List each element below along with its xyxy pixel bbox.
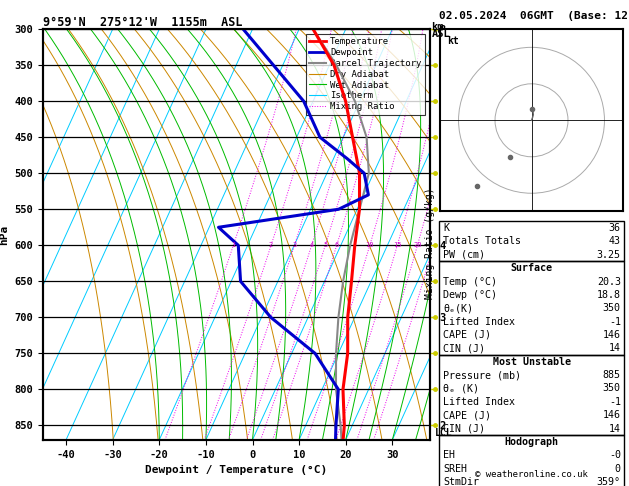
Text: km: km [431,22,444,32]
Text: K: K [443,223,450,233]
Text: SREH: SREH [443,464,467,474]
Text: θₑ(K): θₑ(K) [443,303,474,313]
Text: 14: 14 [609,343,621,353]
Text: -0: -0 [609,450,621,460]
Text: 359°: 359° [597,477,621,486]
Y-axis label: hPa: hPa [0,225,9,244]
Text: 20: 20 [413,243,421,248]
Text: Temp (°C): Temp (°C) [443,277,498,287]
Text: 9°59'N  275°12'W  1155m  ASL: 9°59'N 275°12'W 1155m ASL [43,16,242,29]
Text: 885: 885 [603,370,621,380]
Text: Most Unstable: Most Unstable [493,357,571,367]
Text: Surface: Surface [511,263,552,273]
Text: CAPE (J): CAPE (J) [443,410,491,420]
Text: 0: 0 [615,464,621,474]
Text: LCL: LCL [435,428,453,437]
Text: -1: -1 [609,397,621,407]
Text: © weatheronline.co.uk: © weatheronline.co.uk [475,469,588,479]
Text: Mixing Ratio (g/kg): Mixing Ratio (g/kg) [425,187,435,299]
Text: Totals Totals: Totals Totals [443,236,521,246]
Text: 36: 36 [609,223,621,233]
Text: 1: 1 [231,243,235,248]
Text: CIN (J): CIN (J) [443,423,486,434]
Text: 20.3: 20.3 [597,277,621,287]
Text: 10: 10 [365,243,374,248]
Text: -1: -1 [609,317,621,327]
Text: 4: 4 [309,243,314,248]
Text: Pressure (mb): Pressure (mb) [443,370,521,380]
Text: 15: 15 [393,243,401,248]
Text: 14: 14 [609,423,621,434]
Text: Lifted Index: Lifted Index [443,397,515,407]
Text: 3.25: 3.25 [597,250,621,260]
Text: CIN (J): CIN (J) [443,343,486,353]
Text: 146: 146 [603,330,621,340]
Legend: Temperature, Dewpoint, Parcel Trajectory, Dry Adiabat, Wet Adiabat, Isotherm, Mi: Temperature, Dewpoint, Parcel Trajectory… [306,34,425,115]
Text: Dewp (°C): Dewp (°C) [443,290,498,300]
Text: 3: 3 [292,243,297,248]
Text: 146: 146 [603,410,621,420]
Text: Hodograph: Hodograph [504,437,559,447]
Text: 18.8: 18.8 [597,290,621,300]
Text: 350: 350 [603,303,621,313]
X-axis label: Dewpoint / Temperature (°C): Dewpoint / Temperature (°C) [145,465,327,475]
Text: StmDir: StmDir [443,477,479,486]
Text: kt: kt [448,35,459,46]
Text: Lifted Index: Lifted Index [443,317,515,327]
Text: θₑ (K): θₑ (K) [443,383,479,394]
Text: 6: 6 [335,243,339,248]
Text: 5: 5 [323,243,328,248]
Text: CAPE (J): CAPE (J) [443,330,491,340]
Text: EH: EH [443,450,455,460]
Text: PW (cm): PW (cm) [443,250,486,260]
Text: 350: 350 [603,383,621,394]
Text: 43: 43 [609,236,621,246]
Text: 2: 2 [269,243,273,248]
Text: 02.05.2024  06GMT  (Base: 12): 02.05.2024 06GMT (Base: 12) [439,11,629,21]
Text: ASL: ASL [431,29,450,39]
